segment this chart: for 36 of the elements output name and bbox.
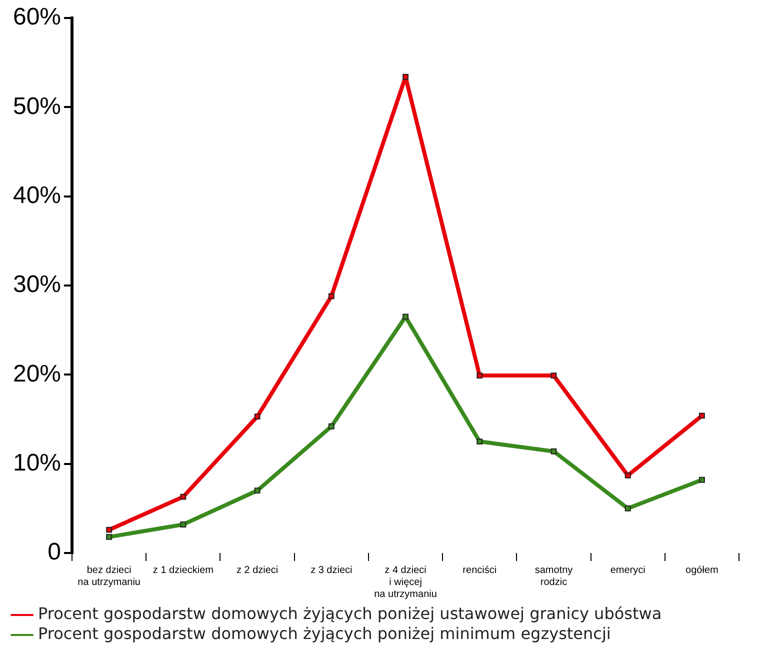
point: [106, 534, 112, 540]
y-tick-label: 40%: [12, 182, 62, 209]
y-tick-label: 10%: [12, 449, 62, 476]
point: [698, 476, 705, 483]
point: [254, 488, 260, 494]
x-tick-label: renciści: [462, 564, 497, 576]
point: [106, 526, 112, 533]
x-tick-label: z 4 dzieci i więcej na utrzymaniu: [374, 564, 437, 600]
point: [624, 505, 631, 512]
point: [550, 448, 557, 454]
point: [254, 414, 260, 420]
x-tick-label: bez dzieci na utrzymaniu: [78, 564, 140, 588]
point: [698, 412, 705, 419]
point: [624, 472, 631, 478]
y-tick-label: 50%: [12, 92, 62, 120]
point: [550, 372, 557, 379]
point: [402, 314, 408, 320]
point: [328, 423, 334, 430]
y-tick-label: 0: [48, 538, 62, 566]
x-tick-label: z 2 dzieci: [236, 564, 278, 576]
y-tick-label: 30%: [12, 271, 62, 298]
point: [476, 372, 483, 379]
legend-label: Procent gospodarstw domowych żyjących poniżej ustawowej granicy ubóstwa: [38, 604, 662, 624]
point: [328, 293, 334, 300]
y-tick-label: 60%: [12, 4, 62, 31]
point: [180, 521, 186, 528]
point: [180, 494, 186, 500]
point: [476, 438, 483, 445]
x-tick-label: z 1 dzieckiem: [152, 564, 214, 576]
x-tick-label: ogółem: [686, 564, 718, 576]
point: [402, 74, 408, 80]
legend-label: Procent gospodarstw domowych żyjących poniżej minimum egzystencji: [38, 624, 611, 644]
x-tick-label: samotny rodzic: [534, 564, 573, 588]
x-tick-label: emeryci: [610, 564, 646, 576]
x-tick-label: z 3 dzieci: [310, 564, 352, 576]
y-tick-label: 20%: [12, 360, 62, 388]
